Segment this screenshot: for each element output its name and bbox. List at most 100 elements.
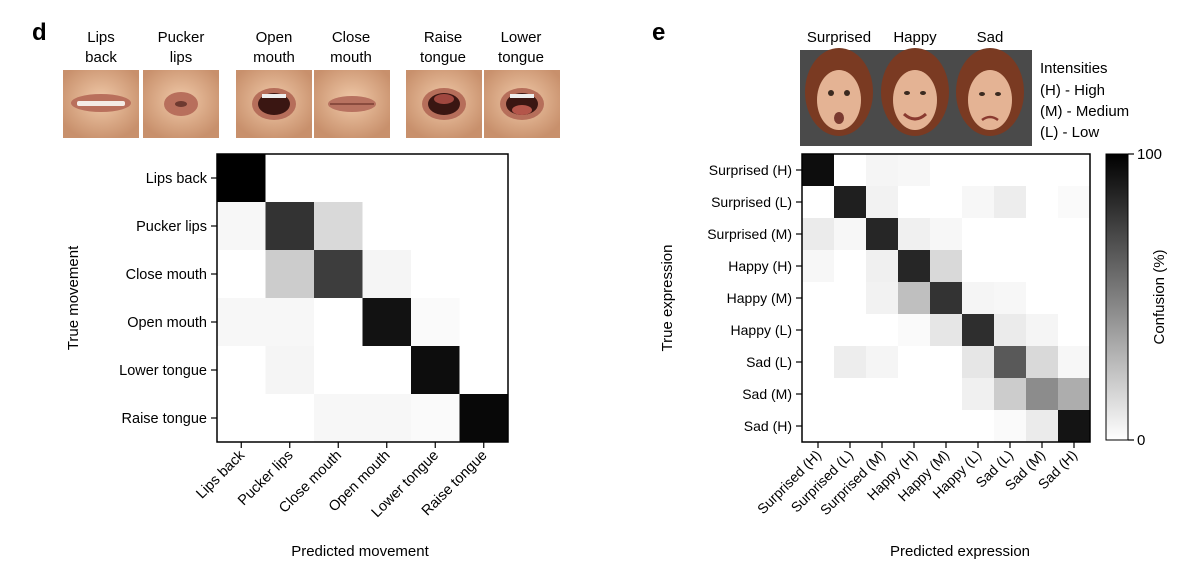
heatmap-cell-surprised-h-happy-h xyxy=(898,154,931,187)
heatmap-cell-surprised-h-surprised-m xyxy=(866,154,899,187)
heatmap-cell-surprised-l-surprised-l xyxy=(834,186,867,219)
heatmap-cell-pucker-lips-raise-tongue xyxy=(459,202,509,251)
heatmap-cell-happy-m-sad-h xyxy=(1058,282,1091,315)
heatmap-cell-lips-back-pucker-lips xyxy=(265,154,315,203)
heatmap-cell-sad-m-happy-m xyxy=(930,378,963,411)
heatmap-cell-sad-l-happy-l xyxy=(962,346,995,379)
y-tick-label-surprised-h: Surprised (H) xyxy=(709,162,792,178)
heatmap-cell-happy-l-sad-m xyxy=(1026,314,1059,347)
intensity-legend-high: (H) - High xyxy=(1040,82,1105,99)
heatmap-cell-surprised-l-sad-l xyxy=(994,186,1027,219)
heatmap-cell-sad-h-happy-l xyxy=(962,410,995,443)
heatmap-cell-surprised-h-happy-l xyxy=(962,154,995,187)
heatmap-cell-close-mouth-pucker-lips xyxy=(265,250,315,299)
heatmap-cell-lower-tongue-open-mouth xyxy=(362,346,412,395)
heatmap-cell-happy-l-surprised-m xyxy=(866,314,899,347)
thumb-labels-e: Surprised Happy Sad xyxy=(807,29,1003,46)
thumb-label-lips-back-2: back xyxy=(85,49,117,66)
y-tick-label-surprised-m: Surprised (M) xyxy=(707,226,792,242)
heatmap-cell-lips-back-raise-tongue xyxy=(459,154,509,203)
heatmap-cell-sad-m-surprised-h xyxy=(802,378,835,411)
thumb-label-lips-back-1: Lips xyxy=(87,29,115,46)
y-tick-label-happy-m: Happy (M) xyxy=(727,290,792,306)
heatmap-cell-open-mouth-pucker-lips xyxy=(265,298,315,347)
x-axis-label-expression: Predicted expression xyxy=(890,543,1030,560)
heatmap-cell-sad-l-happy-h xyxy=(898,346,931,379)
heatmap-cell-happy-h-sad-h xyxy=(1058,250,1091,283)
heatmap-cell-happy-m-surprised-l xyxy=(834,282,867,315)
heatmap-cell-raise-tongue-lips-back xyxy=(217,394,266,443)
heatmap-cell-happy-h-sad-l xyxy=(994,250,1027,283)
thumb-labels-d: Lips back Pucker lips Open mouth Close m… xyxy=(85,29,544,66)
heatmap-cell-happy-h-happy-m xyxy=(930,250,963,283)
mouth-photo-lips-back xyxy=(63,70,139,138)
heatmap-cell-sad-h-sad-m xyxy=(1026,410,1059,443)
heatmap-cell-sad-l-surprised-l xyxy=(834,346,867,379)
heatmap-cell-pucker-lips-pucker-lips xyxy=(265,202,315,251)
mouth-photo-open-mouth xyxy=(236,70,312,138)
y-tick-label-sad-h: Sad (H) xyxy=(744,418,792,434)
heatmap-cell-raise-tongue-close-mouth xyxy=(314,394,363,443)
y-tick-label-open-mouth: Open mouth xyxy=(127,315,207,331)
heatmap-cell-sad-m-sad-m xyxy=(1026,378,1059,411)
colorbar-min-label: 0 xyxy=(1137,432,1145,449)
colorbar: 100 0 Confusion (%) xyxy=(1105,146,1168,449)
heatmap-cell-sad-l-sad-m xyxy=(1026,346,1059,379)
heatmap-expression: Surprised (H) Surprised (L) Surprised (M) H… xyxy=(659,153,1091,560)
heatmap-expression-cells xyxy=(802,154,1091,443)
y-tick-label-surprised-l: Surprised (L) xyxy=(711,194,792,210)
panel-letter-d: d xyxy=(32,19,47,46)
heatmap-cell-open-mouth-open-mouth xyxy=(362,298,412,347)
thumb-label-happy: Happy xyxy=(893,29,937,46)
heatmap-cell-sad-m-surprised-l xyxy=(834,378,867,411)
heatmap-cell-open-mouth-lower-tongue xyxy=(411,298,460,347)
heatmap-cell-sad-h-happy-m xyxy=(930,410,963,443)
heatmap-cell-raise-tongue-pucker-lips xyxy=(265,394,315,443)
heatmap-cell-open-mouth-close-mouth xyxy=(314,298,363,347)
y-tick-label-sad-m: Sad (M) xyxy=(742,386,792,402)
heatmap-cell-surprised-m-surprised-h xyxy=(802,218,835,251)
heatmap-cell-sad-l-surprised-m xyxy=(866,346,899,379)
heatmap-cell-lower-tongue-raise-tongue xyxy=(459,346,509,395)
heatmap-cell-surprised-l-surprised-h xyxy=(802,186,835,219)
heatmap-cell-surprised-m-happy-h xyxy=(898,218,931,251)
heatmap-cell-sad-l-sad-l xyxy=(994,346,1027,379)
heatmap-cell-sad-h-sad-h xyxy=(1058,410,1091,443)
heatmap-cell-lips-back-lips-back xyxy=(217,154,266,203)
heatmap-cell-pucker-lips-open-mouth xyxy=(362,202,412,251)
heatmap-cell-close-mouth-lower-tongue xyxy=(411,250,460,299)
thumb-label-lower-tongue-2: tongue xyxy=(498,49,544,66)
heatmap-expression-y-ticks: Surprised (H) Surprised (L) Surprised (M) H… xyxy=(707,162,802,434)
face-thumbnails xyxy=(800,48,1032,146)
y-axis-label-expression: True expression xyxy=(659,245,676,352)
mouth-photo-pucker-lips xyxy=(143,70,219,138)
heatmap-cell-close-mouth-close-mouth xyxy=(314,250,363,299)
heatmap-cell-surprised-h-sad-m xyxy=(1026,154,1059,187)
thumb-label-sad: Sad xyxy=(977,29,1004,46)
heatmap-cell-lips-back-close-mouth xyxy=(314,154,363,203)
heatmap-cell-surprised-m-surprised-m xyxy=(866,218,899,251)
face-photo-surprised xyxy=(805,48,873,136)
intensity-legend-low: (L) - Low xyxy=(1040,124,1099,141)
heatmap-cell-pucker-lips-close-mouth xyxy=(314,202,363,251)
heatmap-cell-happy-l-sad-l xyxy=(994,314,1027,347)
intensity-legend-title: Intensities xyxy=(1040,60,1108,77)
thumb-label-surprised: Surprised xyxy=(807,29,871,46)
thumb-label-close-mouth-1: Close xyxy=(332,29,370,46)
heatmap-movement-cells xyxy=(217,154,509,443)
face-photo-sad xyxy=(956,48,1024,136)
heatmap-cell-close-mouth-raise-tongue xyxy=(459,250,509,299)
heatmap-cell-happy-m-sad-l xyxy=(994,282,1027,315)
heatmap-cell-raise-tongue-raise-tongue xyxy=(459,394,509,443)
colorbar-max-label: 100 xyxy=(1137,146,1162,163)
heatmap-cell-happy-h-sad-m xyxy=(1026,250,1059,283)
heatmap-cell-happy-h-surprised-l xyxy=(834,250,867,283)
heatmap-cell-happy-l-sad-h xyxy=(1058,314,1091,347)
heatmap-cell-surprised-m-sad-m xyxy=(1026,218,1059,251)
heatmap-cell-surprised-h-surprised-l xyxy=(834,154,867,187)
heatmap-cell-sad-m-sad-l xyxy=(994,378,1027,411)
heatmap-expression-x-ticks: Surprised (H)Surprised (L)Surprised (M)H… xyxy=(754,442,1080,518)
thumb-label-close-mouth-2: mouth xyxy=(330,49,372,66)
heatmap-cell-surprised-l-sad-h xyxy=(1058,186,1091,219)
